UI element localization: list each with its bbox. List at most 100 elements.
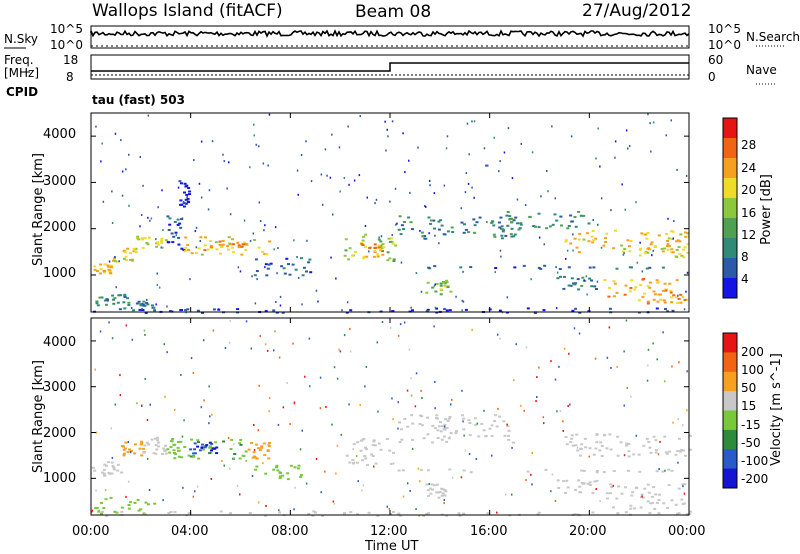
velocity-noise — [211, 413, 213, 416]
power-cell — [574, 282, 578, 285]
velocity-noise — [266, 349, 269, 352]
power-noise — [199, 240, 201, 242]
power-noise — [428, 179, 431, 182]
power-cell — [123, 307, 127, 310]
power-cell — [668, 282, 672, 285]
velocity-cell — [154, 437, 158, 440]
power-cell — [581, 276, 585, 279]
velocity-cell — [365, 448, 368, 451]
velocity-noise — [166, 351, 168, 354]
velocity-noise — [223, 464, 225, 467]
velocity-noise — [373, 465, 375, 468]
velocity-cell — [575, 433, 579, 436]
power-noise — [686, 271, 689, 274]
velocity-noise — [98, 509, 100, 512]
power-cell — [592, 266, 596, 269]
velocity-cbar-label: Velocity [m s^-1] — [768, 353, 784, 466]
velocity-cbar-swatch — [723, 352, 737, 373]
power-cell — [562, 287, 566, 290]
power-noise — [498, 170, 500, 173]
velocity-noise — [233, 456, 235, 459]
power-cell — [210, 246, 214, 249]
cpid-label: CPID — [6, 85, 39, 99]
legend-dots — [756, 45, 786, 85]
velocity-cell — [411, 422, 415, 425]
velocity-cell — [683, 483, 687, 486]
power-cell — [182, 205, 186, 208]
velocity-noise — [403, 321, 406, 324]
velocity-noise — [550, 360, 552, 363]
velocity-cell — [361, 438, 365, 441]
velocity-cell — [637, 453, 641, 456]
power-cell — [107, 268, 111, 271]
power-noise — [462, 300, 465, 303]
power-noise — [555, 307, 558, 310]
power-cell — [637, 299, 641, 302]
velocity-cell — [208, 441, 212, 444]
velocity-cell — [213, 447, 217, 450]
velocity-noise — [569, 403, 571, 406]
power-cell — [498, 226, 502, 229]
power-cell — [126, 247, 130, 250]
velocity-cell — [616, 435, 620, 438]
velocity-noise — [450, 403, 452, 406]
velocity-noise — [359, 403, 361, 406]
power-cell — [119, 294, 123, 297]
velocity-cell — [457, 512, 461, 515]
velocity-noise — [686, 409, 688, 412]
power-cell — [427, 216, 431, 219]
velocity-cell — [646, 500, 650, 503]
station-title: Wallops Island (fitACF) — [92, 1, 283, 21]
power-cell — [380, 247, 384, 249]
power-cell — [512, 235, 516, 238]
power-cell — [634, 286, 638, 289]
power-noise — [565, 257, 567, 260]
nsky-top-tick: 10^5 — [50, 22, 83, 36]
power-cell — [365, 255, 369, 258]
velocity-noise — [625, 319, 628, 322]
power-cell — [146, 243, 150, 246]
velocity-noise — [410, 394, 413, 397]
velocity-cell — [432, 484, 436, 487]
velocity-cell — [584, 446, 588, 449]
power-cell — [429, 222, 433, 225]
velocity-cell — [389, 462, 393, 465]
power-cell — [118, 308, 122, 311]
power-cell — [381, 253, 385, 256]
power-cbar-swatch — [723, 178, 737, 199]
velocity-cell — [630, 494, 634, 497]
velocity-noise — [559, 410, 562, 413]
power-cell — [110, 266, 113, 269]
power-cell — [519, 223, 523, 226]
power-cell — [230, 246, 234, 249]
power-noise — [555, 266, 557, 269]
power-cell — [560, 224, 563, 227]
power-cell — [379, 249, 383, 252]
xtick-0800: 08:00 — [271, 524, 309, 539]
velocity-cell — [372, 439, 376, 442]
velocity-cell — [351, 458, 355, 461]
power-cell — [349, 309, 353, 312]
velocity-noise — [448, 436, 451, 439]
power-noise — [111, 190, 113, 193]
velocity-cell — [398, 421, 401, 424]
power-cell — [136, 235, 140, 238]
velocity-cell — [436, 437, 440, 439]
velocity-cbar-swatch — [723, 391, 737, 411]
velocity-noise — [451, 476, 454, 479]
power-noise — [268, 113, 271, 116]
power-cell — [267, 263, 271, 266]
velocity-noise — [357, 480, 359, 483]
velocity-cell — [511, 441, 515, 444]
power-noise — [391, 234, 393, 237]
velocity-cell — [624, 486, 627, 489]
velocity-noise — [523, 409, 525, 412]
velocity-noise — [434, 380, 436, 383]
power-cell — [621, 250, 625, 253]
velocity-cell — [238, 457, 242, 460]
power-cell — [559, 215, 563, 218]
power-cell — [567, 225, 571, 227]
velocity-cell — [229, 448, 233, 450]
power-cell — [608, 307, 612, 310]
power-noise — [175, 234, 177, 237]
